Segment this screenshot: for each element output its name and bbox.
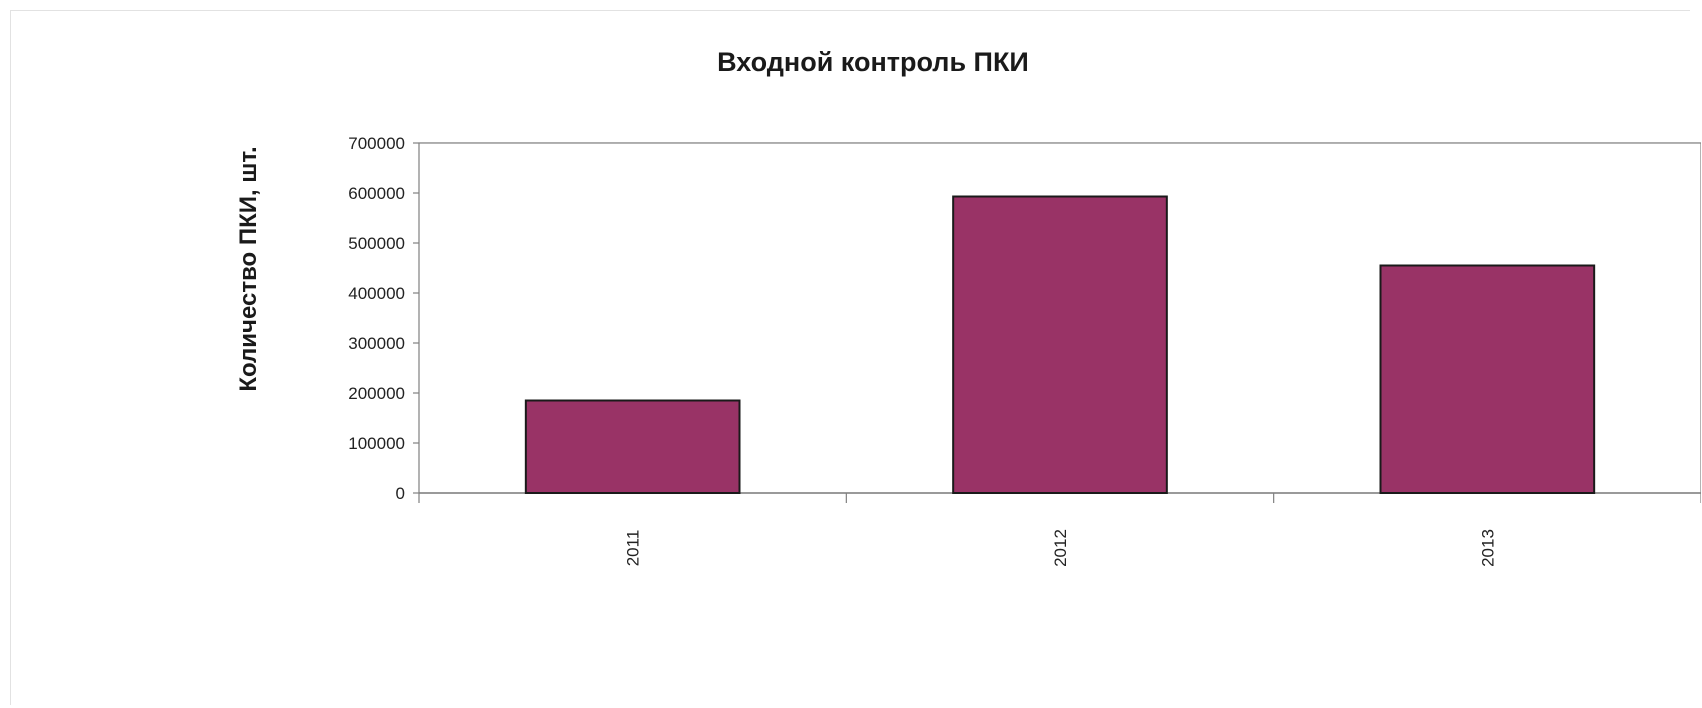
- y-tick-label: 100000: [348, 434, 405, 453]
- bar-chart: Входной контроль ПКИ Количество ПКИ, шт.…: [235, 47, 1701, 567]
- y-tick-label: 400000: [348, 284, 405, 303]
- y-tick-label: 0: [396, 484, 405, 503]
- x-tick-label: 2012: [1051, 529, 1070, 567]
- x-axis-ticks: 2011 2012 2013: [418, 493, 1701, 567]
- bar-2012: [952, 195, 1168, 494]
- y-tick-label: 700000: [348, 134, 405, 153]
- y-axis-ticks: 0 100000 200000 300000 400000 500000 600000 700…: [348, 134, 419, 503]
- bars: [524, 195, 1596, 494]
- y-tick-label: 300000: [348, 334, 405, 353]
- chart-title: Входной контроль ПКИ: [717, 47, 1029, 77]
- y-axis-label: Количество ПКИ, шт.: [235, 146, 262, 391]
- chart-frame: Входной контроль ПКИ Количество ПКИ, шт.…: [10, 10, 1701, 705]
- y-tick-label: 500000: [348, 234, 405, 253]
- x-tick-label: 2013: [1478, 529, 1497, 567]
- x-tick-label: 2011: [624, 530, 643, 567]
- bar-2013: [1379, 264, 1596, 494]
- y-tick-label: 600000: [348, 184, 405, 203]
- bar-2011: [524, 399, 741, 494]
- y-tick-label: 200000: [348, 384, 405, 403]
